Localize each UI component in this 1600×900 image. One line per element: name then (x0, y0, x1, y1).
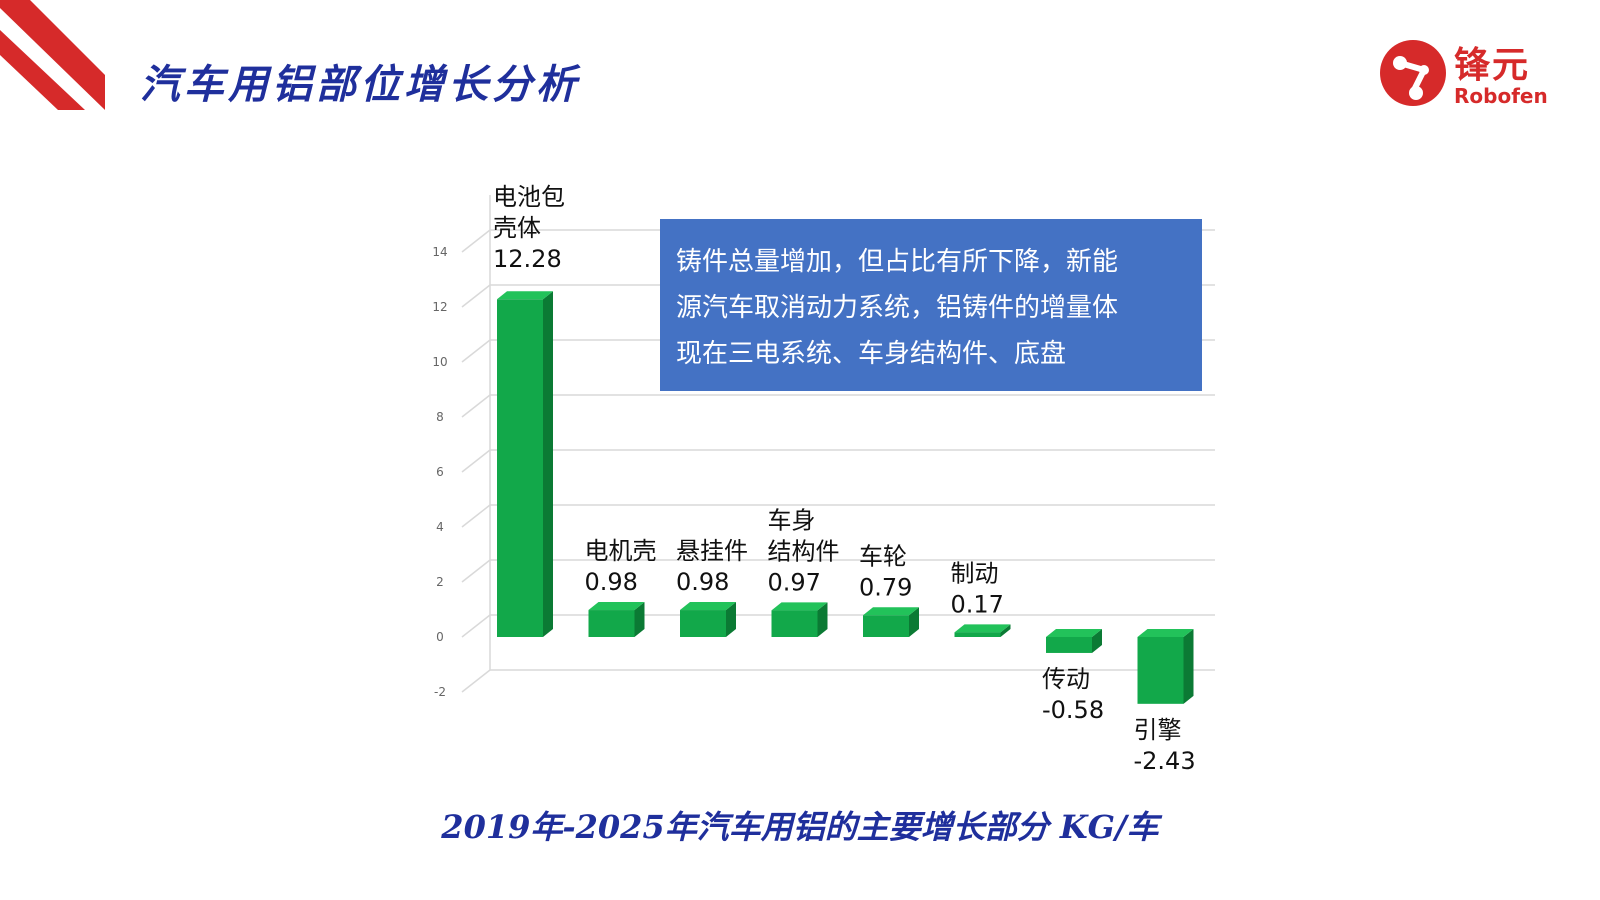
bar-label: 车身结构件 0.97 (768, 506, 840, 596)
bar-category-label: 车轮 (859, 542, 907, 570)
annotation-callout-box: 铸件总量增加，但占比有所下降，新能 源汽车取消动力系统，铝铸件的增量体 现在三电… (660, 219, 1202, 391)
bar-label: 电池包壳体 12.28 (493, 183, 565, 273)
bar-value-label: -0.58 (1042, 696, 1104, 724)
bar-label: 引擎 -2.43 (1134, 716, 1196, 775)
y-tick-label: 6 (436, 465, 444, 479)
y-tick-label: 14 (432, 245, 447, 259)
bar-value-label: 0.17 (951, 590, 1004, 618)
bar-side-face (1000, 624, 1011, 637)
note-line: 铸件总量增加，但占比有所下降，新能 (676, 247, 1119, 277)
bar-category-label: 电机壳 (585, 537, 657, 565)
y-tick-label: 2 (436, 575, 444, 589)
bar-category-label: 传动 (1042, 665, 1090, 693)
corner-stripes-decoration (0, 0, 105, 110)
gridline-diagonal (461, 504, 491, 528)
bar (680, 610, 726, 637)
bar-side-face (817, 602, 828, 637)
bar-value-label: 0.79 (859, 573, 912, 601)
bar-top-face (954, 624, 1011, 633)
bar-side-face (1183, 629, 1194, 704)
bar (1137, 637, 1184, 704)
bar-label: 电机壳 0.98 (585, 537, 657, 596)
bar-top-face (863, 607, 919, 616)
logo-english-text: Robofen (1454, 84, 1548, 108)
bar-category-label: 制动 (951, 559, 999, 587)
note-line: 现在三电系统、车身结构件、底盘 (676, 339, 1067, 369)
bar-value-label: 0.98 (585, 568, 638, 596)
logo-chinese-text: 锋元 (1454, 45, 1531, 86)
bar (771, 610, 818, 637)
bar-label: 制动 0.17 (951, 559, 1004, 618)
bar (954, 632, 1001, 637)
company-logo: 锋元 Robofen (1378, 38, 1568, 110)
bar-side-face (909, 607, 919, 637)
bar-value-label: 12.28 (493, 245, 562, 273)
page-title: 汽车用铝部位增长分析 (140, 61, 580, 108)
bar (497, 299, 543, 637)
gridline-diagonal (461, 394, 491, 418)
y-tick-label: -2 (434, 685, 446, 699)
gridline-diagonal (461, 614, 491, 638)
gridline-diagonal (461, 284, 491, 308)
bar-top-face (1137, 629, 1194, 637)
robot-arm-logo-icon (1380, 40, 1446, 106)
gridline-diagonal (461, 229, 491, 253)
bar-label: 车轮 0.79 (859, 542, 912, 601)
y-tick-label: 12 (432, 300, 447, 314)
note-line: 源汽车取消动力系统，铝铸件的增量体 (676, 293, 1119, 323)
bar-category-label: 引擎 (1134, 716, 1182, 744)
y-tick-label: 10 (432, 355, 447, 369)
bar-category-label: 悬挂件 (676, 537, 748, 565)
bar-category-label: 结构件 (768, 537, 840, 565)
bar-top-face (497, 291, 553, 300)
bar-side-face (634, 602, 645, 637)
bar-label: 传动 -0.58 (1042, 665, 1104, 724)
bar-label: 悬挂件 0.98 (676, 537, 748, 596)
gridline-diagonal (461, 449, 491, 473)
bar-top-face (588, 602, 645, 611)
bar (588, 610, 635, 637)
bar-top-face (771, 602, 828, 611)
bar-side-face (726, 602, 736, 637)
bar-category-label: 壳体 (493, 214, 541, 242)
y-tick-label: 0 (436, 630, 444, 644)
bar-top-face (680, 602, 736, 611)
bar-category-label: 电池包 (493, 183, 565, 211)
y-tick-label: 8 (436, 410, 444, 424)
gridline-diagonal (461, 559, 491, 583)
chart-caption: 2019年-2025年汽车用铝的主要增长部分 KG/车 (441, 808, 1159, 846)
y-tick-label: 4 (436, 520, 444, 534)
bar (1046, 637, 1092, 653)
gridline-diagonal (461, 339, 491, 363)
bar-value-label: 0.98 (676, 568, 729, 596)
bar-value-label: -2.43 (1134, 747, 1196, 775)
bar-category-label: 车身 (768, 506, 816, 534)
bar-side-face (543, 291, 553, 637)
bar-value-label: 0.97 (768, 568, 821, 596)
bar-top-face (1046, 629, 1102, 637)
bar-side-face (1092, 629, 1102, 653)
gridline-diagonal (461, 669, 491, 693)
bar (863, 615, 909, 637)
